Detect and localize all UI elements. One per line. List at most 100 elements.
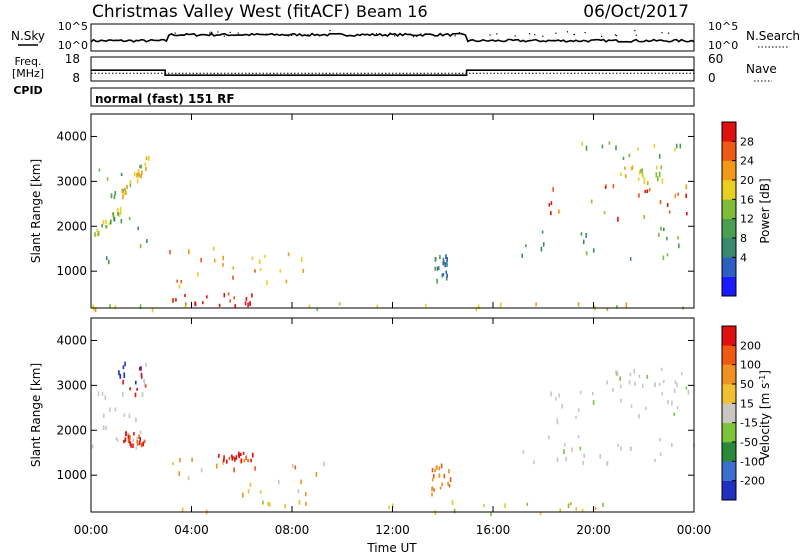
data-cell xyxy=(138,173,141,177)
data-cell xyxy=(644,190,647,193)
data-cell xyxy=(120,218,123,224)
data-cell xyxy=(441,482,443,487)
velocity-colorbar-label-sup: -1 xyxy=(758,375,767,383)
data-cell xyxy=(242,492,244,498)
colorbar-tick-label: 200 xyxy=(740,339,761,352)
data-cell xyxy=(129,435,131,441)
colorbar-swatch xyxy=(722,160,736,181)
data-cell xyxy=(254,466,256,471)
data-cell xyxy=(647,181,649,186)
data-cell xyxy=(105,425,107,431)
data-cell xyxy=(643,180,646,185)
data-cell xyxy=(435,465,438,470)
data-cell xyxy=(188,249,190,255)
noise-search-point xyxy=(229,31,231,33)
data-cell xyxy=(110,219,112,225)
data-cell xyxy=(639,169,642,174)
velocity-y-axis-label: Slant Range [km] xyxy=(29,363,43,467)
data-cell xyxy=(433,488,435,492)
data-cell xyxy=(555,396,557,401)
data-cell xyxy=(634,381,636,386)
data-cell xyxy=(240,452,242,456)
data-cell xyxy=(223,455,225,461)
data-cell xyxy=(442,273,445,277)
data-cell xyxy=(659,452,662,457)
data-cell xyxy=(144,382,146,386)
data-cell xyxy=(648,188,651,192)
freq-tick-bottom: 8 xyxy=(72,71,80,85)
data-cell xyxy=(671,443,673,448)
velocity-colorbar-label-end: ] xyxy=(758,370,772,375)
colorbar-swatch xyxy=(722,141,736,161)
x-axis-label: Time UT xyxy=(366,541,417,554)
data-cell xyxy=(234,304,236,309)
noise-search-point xyxy=(614,34,617,36)
power-colorbar-label: Power [dB] xyxy=(758,178,772,243)
data-cell xyxy=(620,398,622,403)
data-cell xyxy=(133,171,136,176)
noise-search-point xyxy=(555,32,557,34)
noise-search-points xyxy=(174,30,670,38)
data-cell xyxy=(151,307,154,313)
colorbar-swatch xyxy=(722,276,736,297)
data-cell xyxy=(659,200,662,205)
data-cell xyxy=(633,368,635,374)
data-cell xyxy=(679,143,682,149)
data-cell xyxy=(143,378,145,384)
colorbar-swatch xyxy=(722,180,736,200)
noise-search-label: N.Search xyxy=(746,29,800,43)
noise-search-point xyxy=(217,31,219,33)
x-tick-label: 12:00 xyxy=(375,523,410,537)
freq-unit-label: [MHz] xyxy=(12,67,44,80)
data-cell xyxy=(258,259,261,264)
data-cell xyxy=(673,388,676,393)
data-cell xyxy=(218,303,221,307)
data-cell xyxy=(592,400,595,405)
data-cell xyxy=(446,263,448,267)
data-cell xyxy=(582,239,585,245)
freq-label: Freq. xyxy=(14,55,41,68)
data-cell xyxy=(251,256,254,260)
data-cell xyxy=(102,425,105,430)
data-cell xyxy=(431,467,434,473)
data-cell xyxy=(175,298,177,302)
data-cell xyxy=(606,307,609,311)
noise-search-point xyxy=(496,33,498,35)
power-y-ticks: 4000 3000 2000 1000 xyxy=(56,129,694,278)
noise-search-point xyxy=(514,35,516,37)
data-cell xyxy=(638,414,640,419)
x-tick-label: 04:00 xyxy=(174,523,209,537)
data-cell xyxy=(222,255,224,261)
data-cell xyxy=(550,201,553,205)
colorbar-frame xyxy=(721,325,737,501)
data-cell xyxy=(655,165,658,170)
data-cell xyxy=(139,304,142,310)
data-cell xyxy=(104,395,107,400)
cpid-text: normal (fast) 151 RF xyxy=(95,92,235,106)
data-cell xyxy=(212,246,215,251)
data-cell xyxy=(637,177,640,181)
data-cell xyxy=(172,462,174,466)
data-cell xyxy=(575,415,577,420)
colorbar-tick-label: 8 xyxy=(740,232,747,245)
data-cell xyxy=(119,211,122,216)
data-cell xyxy=(128,216,131,221)
data-cell xyxy=(550,211,552,216)
colorbar-swatch xyxy=(722,422,736,443)
data-cell xyxy=(620,172,622,177)
data-cell xyxy=(583,453,585,458)
data-cell xyxy=(98,168,101,172)
data-cell xyxy=(617,216,619,222)
data-cell xyxy=(132,438,135,442)
data-cell xyxy=(592,248,595,253)
data-cell xyxy=(264,254,266,258)
noise-search-point xyxy=(307,34,309,36)
data-cell xyxy=(278,479,280,485)
data-cell xyxy=(94,232,96,237)
noise-search-point xyxy=(287,35,289,37)
data-cell xyxy=(685,184,688,190)
noise-search-point xyxy=(534,34,536,36)
data-cell xyxy=(675,143,678,149)
data-cell xyxy=(676,406,679,410)
data-cell xyxy=(197,272,199,277)
